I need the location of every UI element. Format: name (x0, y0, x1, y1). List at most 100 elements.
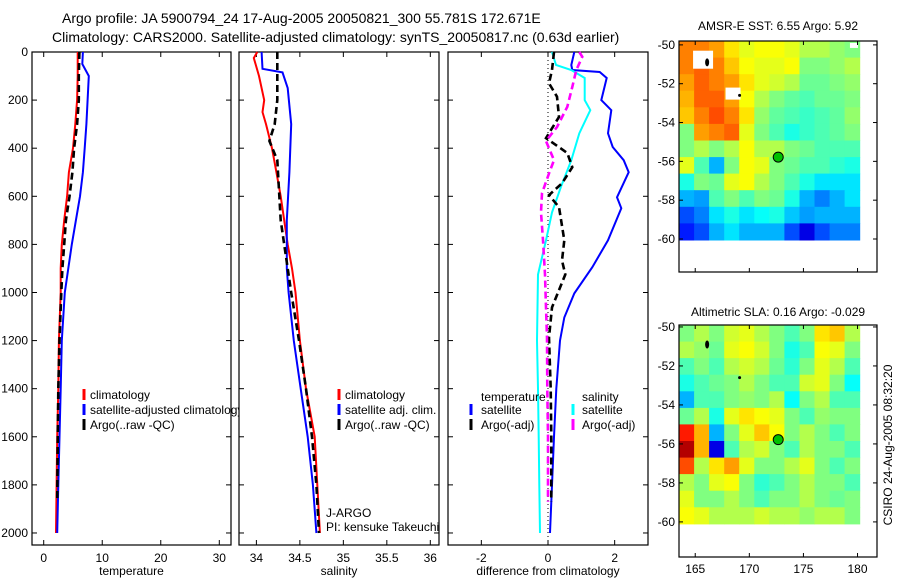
heatmap-cell (679, 157, 695, 175)
heatmap-cell (739, 140, 755, 158)
heatmap-cell (769, 490, 785, 508)
heatmap-cell (844, 490, 861, 508)
heatmap-cell (739, 341, 755, 359)
heatmap-cell (694, 474, 710, 492)
legend-label: Argo(..raw -QC) (90, 418, 175, 432)
heatmap-cell (724, 474, 740, 492)
figure-title-line2: Climatology: CARS2000. Satellite-adjuste… (52, 29, 619, 45)
heatmap-cell (769, 507, 785, 525)
heatmap-cell (694, 407, 710, 425)
heatmap-cell (799, 358, 816, 376)
heatmap-cell (799, 374, 816, 392)
heatmap-cell (844, 90, 861, 108)
heatmap-cell (814, 57, 831, 75)
heatmap-cell (799, 325, 816, 343)
y-tick-label: 1600 (1, 430, 28, 444)
heatmap-cell (799, 223, 816, 241)
lon-tick-label: 170 (739, 562, 759, 576)
heatmap-cell (784, 140, 800, 158)
heatmap-cell (799, 474, 816, 492)
legend-label: Argo(-adj) (582, 418, 635, 432)
heatmap-cell (844, 474, 861, 492)
heatmap-cell (739, 41, 755, 59)
heatmap-cell (844, 123, 861, 141)
heatmap-cell (844, 206, 861, 224)
heatmap-cell (829, 57, 846, 75)
profile-panel-1: 0 10 20 30 0 200 400 600 800 1000 1200 1400 1600 1800… (1, 45, 243, 578)
heatmap-cell (679, 90, 695, 108)
heatmap-cell (784, 507, 800, 525)
series-line-temperature-satellite (549, 51, 630, 534)
heatmap-cell (694, 123, 710, 141)
x-tick-label: -2 (476, 551, 487, 565)
heatmap-cell (784, 107, 800, 125)
heatmap-cell (829, 507, 846, 525)
heatmap-cell (799, 90, 816, 108)
map-frame (678, 40, 878, 273)
heatmap-cell (844, 57, 861, 75)
heatmap-cell (739, 358, 755, 376)
heatmap-cell (844, 74, 861, 92)
lat-tick-label: -54 (658, 116, 676, 130)
heatmap-cell (739, 424, 755, 442)
heatmap-cell (739, 74, 755, 92)
heatmap-cell (754, 507, 770, 525)
heatmap-cell (784, 424, 800, 442)
heatmap-cell (709, 341, 725, 359)
heatmap-cell (709, 90, 725, 108)
heatmap-cell (679, 507, 695, 525)
heatmap-cell (754, 441, 770, 459)
heatmap-cell (814, 457, 831, 475)
heatmap-cell (754, 140, 770, 158)
series-line-argo-raw-qc- (268, 52, 321, 534)
heatmap-cell (679, 407, 695, 425)
heatmap-cell (694, 107, 710, 125)
y-tick-label: 0 (21, 45, 28, 59)
lon-tick-label: 165 (685, 562, 705, 576)
heatmap-cell (844, 407, 861, 425)
heatmap-cell (784, 57, 800, 75)
heatmap-cell (724, 424, 740, 442)
heatmap-cell (814, 90, 831, 108)
heatmap-cell (784, 173, 800, 191)
heatmap-cell (679, 57, 695, 75)
plot-frame (238, 51, 440, 546)
heatmap-cell (739, 57, 755, 75)
heatmap-cell (784, 90, 800, 108)
heatmap-cell (679, 490, 695, 508)
heatmap-cell (754, 190, 770, 208)
heatmap-cell (739, 490, 755, 508)
lat-tick-label: -50 (658, 320, 676, 334)
heatmap-cell (724, 507, 740, 525)
heatmap-cell (754, 74, 770, 92)
heatmap-cell (679, 341, 695, 359)
heatmap-cell (709, 474, 725, 492)
heatmap-cell (724, 140, 740, 158)
map-title: AMSR-E SST: 6.55 Argo: 5.92 (698, 19, 858, 33)
heatmap-cell (829, 206, 846, 224)
heatmap-cell (679, 41, 695, 59)
heatmap-cell (754, 90, 770, 108)
heatmap-cell (844, 457, 861, 475)
heatmap-cell (739, 507, 755, 525)
heatmap-cell (829, 107, 846, 125)
island-icon (705, 58, 710, 67)
y-tick-label: 1000 (1, 285, 28, 299)
heatmap-cell (814, 358, 831, 376)
heatmap-cell (799, 74, 816, 92)
legend-label: satellite adj. clim. (345, 403, 436, 417)
argo-position-marker (772, 151, 784, 163)
heatmap-cell (844, 190, 861, 208)
heatmap-cell (799, 341, 816, 359)
heatmap-cell (754, 173, 770, 191)
heatmap-cell (694, 374, 710, 392)
y-tick-label: 1400 (1, 382, 28, 396)
argo-position-marker (772, 434, 784, 446)
heatmap-cell (709, 507, 725, 525)
heatmap-cell (709, 74, 725, 92)
heatmap-cell (679, 358, 695, 376)
heatmap-cell (799, 490, 816, 508)
map-title: Altimetric SLA: 0.16 Argo: -0.029 (691, 305, 865, 319)
lat-tick-label: -50 (658, 38, 676, 52)
